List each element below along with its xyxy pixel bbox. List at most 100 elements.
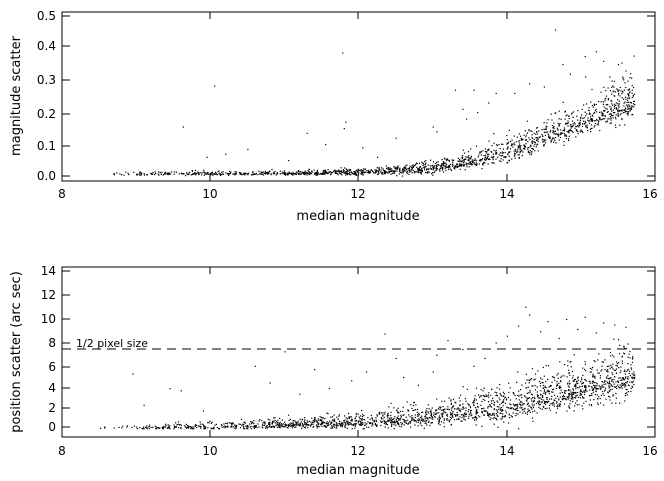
data-point <box>481 408 483 410</box>
data-point <box>346 427 348 429</box>
data-point <box>462 149 464 151</box>
data-point <box>558 337 560 340</box>
data-point <box>526 413 528 415</box>
data-point <box>438 420 440 423</box>
data-point <box>493 414 495 417</box>
data-point <box>225 422 227 424</box>
data-point <box>523 134 525 136</box>
data-point <box>606 104 608 106</box>
data-point <box>608 378 610 380</box>
data-point <box>533 138 535 140</box>
data-point <box>485 159 487 161</box>
data-point <box>489 405 491 407</box>
data-point <box>239 423 241 426</box>
data-point <box>487 163 489 165</box>
data-point <box>594 393 596 396</box>
data-point <box>380 412 382 414</box>
data-point <box>339 170 341 173</box>
data-point <box>354 424 356 426</box>
data-point <box>520 135 522 137</box>
data-point <box>195 173 197 175</box>
data-point <box>534 389 537 391</box>
data-point <box>470 163 472 165</box>
data-point <box>461 160 463 162</box>
data-point <box>627 111 629 113</box>
data-point <box>324 418 326 420</box>
data-point <box>612 354 614 356</box>
data-point <box>502 159 504 161</box>
data-point <box>411 418 413 420</box>
data-point <box>149 424 151 426</box>
data-point <box>181 172 183 174</box>
data-point <box>553 138 555 140</box>
data-point <box>554 29 557 31</box>
data-point <box>274 171 276 173</box>
data-point <box>338 414 341 416</box>
data-point <box>597 122 599 124</box>
data-point <box>619 377 621 379</box>
data-point <box>493 149 495 152</box>
data-point <box>621 387 623 389</box>
data-point <box>517 145 519 147</box>
data-point <box>610 355 612 357</box>
data-point <box>269 421 271 424</box>
data-point <box>510 407 512 410</box>
data-point <box>624 373 626 375</box>
data-point <box>418 172 420 174</box>
data-point <box>373 419 375 421</box>
data-point <box>221 426 223 428</box>
data-point <box>469 410 471 412</box>
data-point <box>604 380 606 382</box>
data-point <box>553 141 555 143</box>
data-point <box>544 134 546 137</box>
data-point <box>343 172 345 174</box>
data-point <box>578 404 580 406</box>
data-point <box>618 362 620 364</box>
data-point <box>469 407 472 409</box>
data-point <box>611 103 613 105</box>
data-point <box>449 163 452 166</box>
data-point <box>625 370 627 373</box>
data-points <box>113 29 636 177</box>
data-point <box>141 428 143 430</box>
data-point <box>344 171 346 173</box>
data-point <box>615 118 617 120</box>
data-point <box>463 164 465 166</box>
data-point <box>471 159 473 161</box>
data-point <box>607 369 609 371</box>
data-point <box>398 423 400 426</box>
data-point <box>605 383 607 385</box>
data-point <box>264 173 267 175</box>
data-point <box>590 124 593 126</box>
data-point <box>176 424 178 426</box>
data-point <box>379 413 381 415</box>
data-point <box>515 150 517 152</box>
data-point <box>286 424 288 426</box>
data-point <box>314 417 316 419</box>
data-point <box>333 418 335 420</box>
data-point <box>571 120 574 122</box>
data-point <box>506 143 508 145</box>
data-point <box>330 171 332 173</box>
data-point <box>413 409 415 411</box>
data-point <box>410 404 412 406</box>
data-point <box>621 97 623 99</box>
data-point <box>585 400 587 402</box>
data-point <box>281 425 283 427</box>
data-point <box>411 419 413 422</box>
data-point <box>474 395 476 397</box>
data-point <box>396 423 399 425</box>
data-point <box>258 420 260 422</box>
data-point <box>293 173 295 175</box>
data-point <box>576 394 578 396</box>
data-point <box>364 168 366 170</box>
data-point <box>487 153 489 155</box>
y-tick-label: 8 <box>48 336 56 350</box>
data-point <box>432 126 434 128</box>
x-tick-label: 8 <box>58 444 66 458</box>
data-point <box>613 356 615 358</box>
data-point <box>387 420 389 422</box>
data-point <box>389 420 391 422</box>
data-point <box>544 385 546 387</box>
data-point <box>350 420 352 422</box>
